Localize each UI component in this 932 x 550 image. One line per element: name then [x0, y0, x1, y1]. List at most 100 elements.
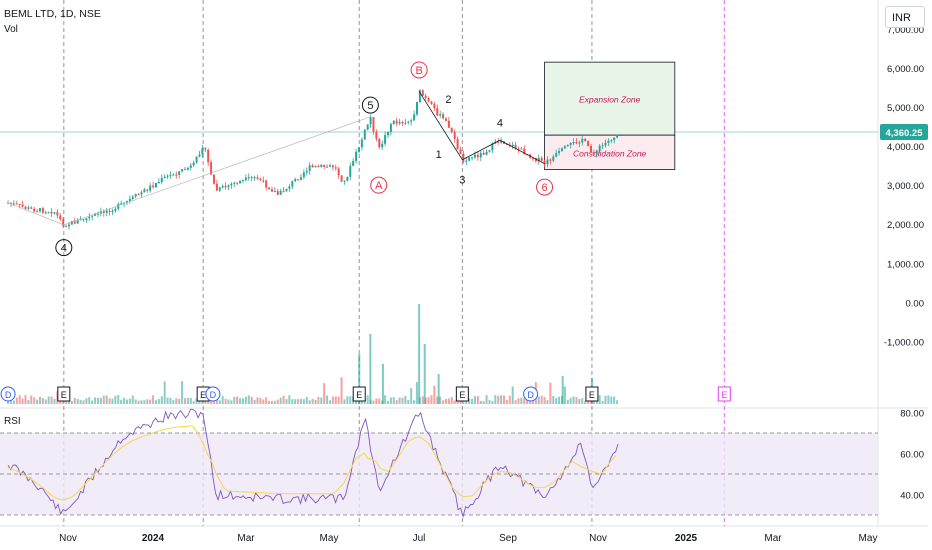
- candle-body: [610, 140, 613, 142]
- candle-body: [436, 108, 439, 116]
- candle-body: [96, 213, 99, 215]
- volume-bar: [323, 383, 326, 404]
- volume-bar: [250, 396, 253, 404]
- volume-bar: [581, 398, 584, 404]
- volume-bar: [38, 396, 41, 404]
- candle-body: [511, 144, 514, 147]
- volume-bar: [314, 399, 317, 404]
- volume-bar: [204, 400, 207, 404]
- volume-bar: [36, 399, 39, 404]
- volume-bar: [494, 395, 497, 404]
- volume-bar: [566, 399, 569, 404]
- candle-body: [604, 142, 607, 146]
- volume-bar: [447, 398, 450, 404]
- volume-bar: [468, 398, 471, 404]
- volume-bar: [427, 397, 430, 404]
- volume-bar: [299, 398, 302, 404]
- candle-body: [21, 204, 24, 207]
- candle-body: [558, 151, 561, 154]
- volume-bar: [328, 400, 331, 404]
- volume-bar: [355, 400, 358, 404]
- candle-body: [447, 120, 450, 128]
- volume-bar: [349, 396, 352, 404]
- rsi-tick-label: 40.00: [900, 491, 924, 502]
- volume-bar: [152, 395, 155, 404]
- candle-body: [317, 165, 320, 168]
- y-tick-label: 6,000.00: [887, 64, 924, 75]
- volume-bar: [140, 400, 143, 404]
- candle-body: [134, 194, 137, 197]
- volume-bar: [413, 400, 416, 404]
- chart-title[interactable]: BEML LTD, 1D, NSE: [4, 8, 101, 20]
- candle-body: [62, 219, 65, 226]
- volume-bar: [552, 396, 555, 404]
- candle-body: [50, 212, 53, 214]
- candle-body: [456, 138, 459, 150]
- candle-body: [198, 154, 201, 157]
- wave-label: A: [375, 180, 383, 192]
- volume-bar: [163, 381, 166, 404]
- candle-body: [531, 157, 534, 159]
- volume-bar: [415, 382, 418, 404]
- volume-bar: [79, 400, 82, 404]
- y-tick-label: 0.00: [906, 298, 925, 309]
- y-tick-label: 1,000.00: [887, 259, 924, 270]
- candle-body: [265, 180, 268, 188]
- candle-body: [201, 148, 204, 155]
- volume-bar: [143, 400, 146, 404]
- volume-spike: [437, 374, 440, 404]
- volume-bar: [479, 400, 482, 404]
- volume-bar: [473, 396, 476, 404]
- candle-body: [82, 219, 85, 221]
- volume-spike: [369, 334, 372, 404]
- volume-bar: [285, 399, 288, 404]
- candle-body: [241, 179, 244, 182]
- candle-body: [166, 175, 169, 177]
- candle-body: [401, 121, 404, 124]
- volume-bar: [517, 398, 520, 404]
- volume-bar: [476, 396, 479, 404]
- x-tick-label: Mar: [764, 533, 782, 544]
- volume-bar: [407, 399, 410, 404]
- volume-bar: [154, 400, 157, 404]
- dividend-marker: [0, 386, 16, 402]
- volume-bar: [392, 397, 395, 404]
- volume-bar: [471, 398, 474, 404]
- candle-body: [282, 190, 285, 192]
- wave-label: 4: [61, 243, 67, 255]
- volume-bar: [442, 400, 445, 404]
- volume-bar: [198, 400, 201, 404]
- volume-bar: [444, 399, 447, 404]
- candle-body: [433, 103, 436, 109]
- earnings-marker: [455, 386, 469, 402]
- candle-body: [601, 145, 604, 147]
- candle-body: [549, 159, 552, 161]
- candle-body: [389, 123, 392, 133]
- volume-bar: [178, 398, 181, 404]
- candle-body: [15, 203, 18, 205]
- wave-circle: [55, 239, 73, 257]
- volume-bar: [85, 398, 88, 404]
- volume-bar: [169, 397, 172, 404]
- candle-body: [331, 165, 334, 168]
- volume-bar: [273, 400, 276, 404]
- volume-bar: [82, 400, 85, 404]
- candle-body: [442, 114, 445, 119]
- volume-bar: [15, 397, 18, 404]
- candle-body: [270, 189, 273, 192]
- volume-bar: [259, 397, 262, 404]
- volume-bar: [210, 399, 213, 404]
- candle-body: [328, 165, 331, 167]
- candle-body: [218, 187, 221, 191]
- candle-body: [323, 164, 326, 167]
- candle-body: [476, 154, 479, 158]
- candle-body: [308, 165, 311, 171]
- candle-body: [566, 144, 569, 147]
- volume-bar: [572, 396, 575, 404]
- volume-bar: [218, 400, 221, 404]
- candle-body: [117, 204, 120, 209]
- volume-bar: [120, 399, 123, 404]
- currency-button[interactable]: INR: [885, 6, 925, 28]
